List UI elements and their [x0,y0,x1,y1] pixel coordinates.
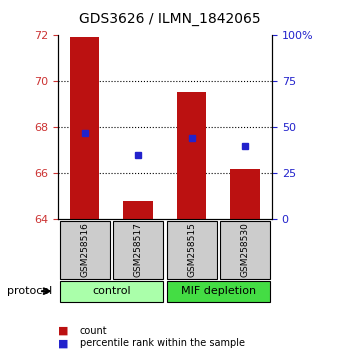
Text: GDS3626 / ILMN_1842065: GDS3626 / ILMN_1842065 [79,12,261,27]
Text: control: control [92,286,131,296]
Text: GSM258515: GSM258515 [187,222,196,277]
Text: percentile rank within the sample: percentile rank within the sample [80,338,245,348]
Text: GSM258516: GSM258516 [80,222,89,277]
Text: count: count [80,326,107,336]
Text: GSM258530: GSM258530 [241,222,250,277]
Bar [177,92,206,219]
Bar [231,169,260,219]
Bar [123,201,153,219]
Text: MIF depletion: MIF depletion [181,286,256,296]
Text: protocol: protocol [7,286,52,296]
Bar [70,36,99,219]
Text: ■: ■ [58,338,68,348]
Text: ■: ■ [58,326,68,336]
Text: GSM258517: GSM258517 [134,222,142,277]
